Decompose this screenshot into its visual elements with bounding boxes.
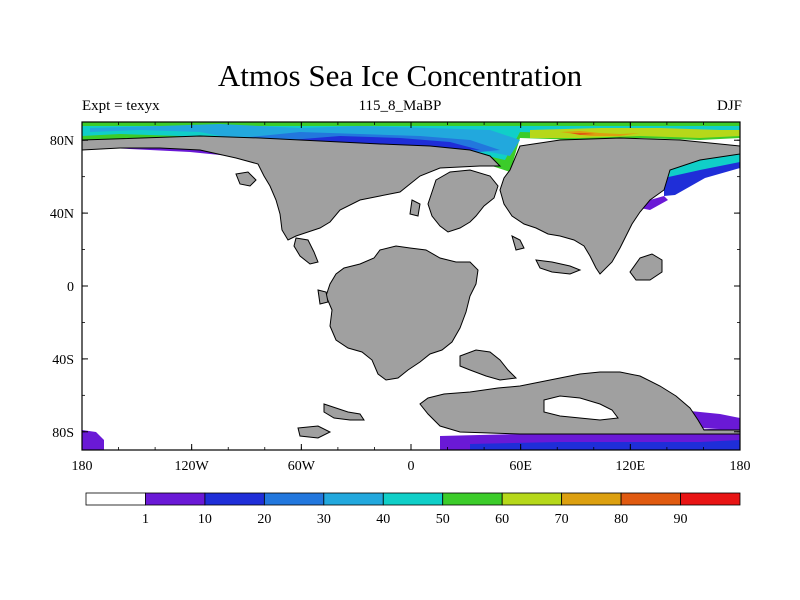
period-label: 115_8_MaBP bbox=[358, 98, 442, 114]
y-axis: 80N 40N 0 40S 80S bbox=[50, 134, 740, 441]
x-tick-label: 120W bbox=[175, 459, 210, 474]
land-north-america bbox=[82, 135, 502, 241]
x-axis: 180 120W 60W 0 60E 120E 180 bbox=[72, 122, 751, 474]
land-africa bbox=[325, 245, 479, 381]
chart-title: Atmos Sea Ice Concentration bbox=[217, 58, 583, 93]
colorbar-swatch bbox=[323, 492, 384, 506]
land-island-6 bbox=[235, 171, 257, 187]
colorbar-swatch bbox=[85, 492, 146, 506]
map-plot bbox=[82, 122, 740, 450]
colorbar-label: 1 bbox=[142, 512, 149, 527]
colorbar-label: 20 bbox=[257, 512, 271, 527]
colorbar-label: 90 bbox=[674, 512, 688, 527]
colorbar-swatch bbox=[442, 492, 503, 506]
land-eurasia bbox=[499, 137, 740, 275]
colorbar-swatch bbox=[501, 492, 563, 506]
colorbar-label: 60 bbox=[495, 512, 509, 527]
colorbar-label: 50 bbox=[436, 512, 450, 527]
colorbar-label: 30 bbox=[317, 512, 331, 527]
colorbar-label: 80 bbox=[614, 512, 628, 527]
colorbar-swatch bbox=[382, 492, 444, 506]
experiment-label: Expt = texyx bbox=[82, 98, 160, 114]
colorbar-label: 70 bbox=[555, 512, 569, 527]
colorbar-swatch bbox=[263, 492, 325, 506]
colorbar-swatch bbox=[204, 492, 265, 506]
x-tick-label: 60W bbox=[288, 459, 316, 474]
land-island-10 bbox=[511, 235, 525, 251]
land-antarctic-bay bbox=[543, 395, 619, 421]
colorbar-label: 40 bbox=[376, 512, 390, 527]
season-label: DJF bbox=[716, 98, 742, 114]
land-island-5 bbox=[297, 425, 332, 439]
land-island-1 bbox=[629, 253, 663, 281]
x-tick-label: 180 bbox=[72, 459, 93, 474]
land-island-9 bbox=[409, 199, 421, 217]
colorbar-swatch bbox=[561, 492, 622, 506]
x-tick-label: 0 bbox=[408, 459, 415, 474]
colorbar-swatch bbox=[620, 492, 681, 506]
land-island-3 bbox=[459, 349, 518, 381]
x-tick-label: 180 bbox=[730, 459, 751, 474]
colorbar: 1 10 20 30 40 50 60 70 80 90 bbox=[85, 492, 741, 527]
colorbar-swatch bbox=[145, 492, 206, 506]
y-tick-label: 40N bbox=[50, 207, 74, 222]
land-masses bbox=[82, 135, 740, 439]
y-tick-label: 80N bbox=[50, 134, 74, 149]
land-island-8 bbox=[317, 289, 329, 305]
x-tick-label: 120E bbox=[616, 459, 646, 474]
land-island-4 bbox=[323, 403, 365, 421]
y-tick-label: 0 bbox=[67, 280, 74, 295]
land-island-2 bbox=[535, 259, 582, 275]
y-tick-label: 80S bbox=[52, 426, 74, 441]
land-island-7 bbox=[293, 237, 319, 265]
colorbar-swatch bbox=[680, 492, 741, 506]
land-greenland bbox=[427, 169, 499, 233]
colorbar-label: 10 bbox=[198, 512, 212, 527]
x-tick-label: 60E bbox=[509, 459, 532, 474]
y-tick-label: 40S bbox=[52, 353, 74, 368]
